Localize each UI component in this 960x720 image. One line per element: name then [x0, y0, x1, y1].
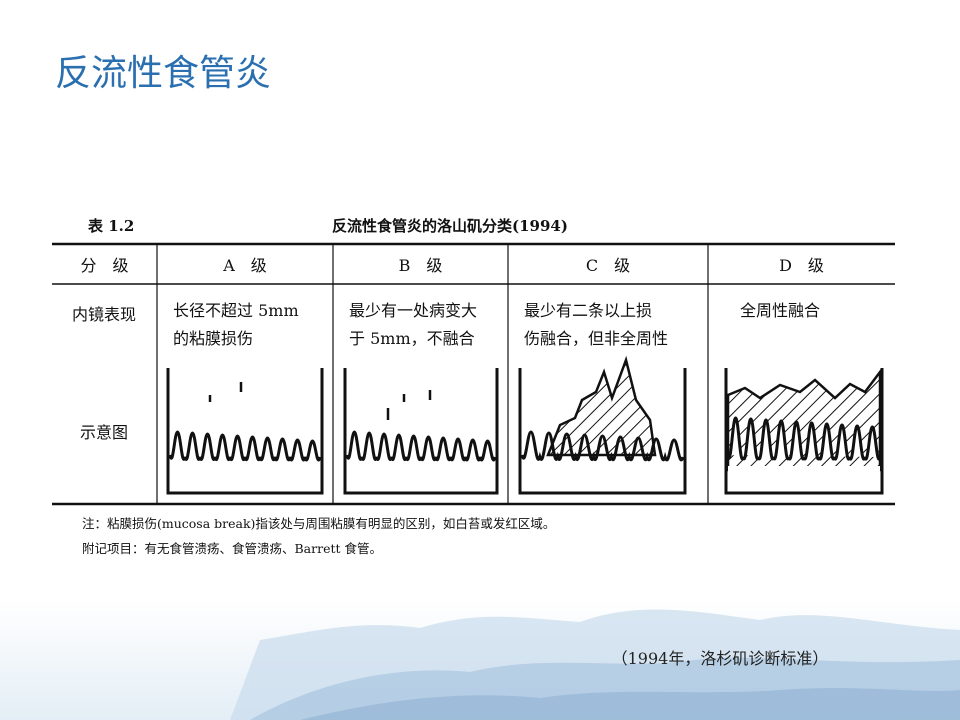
mucosa: [726, 416, 882, 461]
table-label: 表 1.2: [88, 217, 134, 235]
mask: [728, 466, 880, 491]
header-cell: C 级: [586, 256, 630, 275]
schematic: [166, 368, 324, 495]
footer-caption: （1994年，洛杉矶诊断标准）: [612, 649, 829, 668]
note: 附记项目：有无食管溃疡、食管溃疡、Barrett 食管。: [82, 541, 382, 556]
header-cell: B 级: [399, 256, 443, 275]
cell-text: 伤融合，但非全周性: [524, 329, 668, 348]
cell-text: 于 5mm，不融合: [349, 329, 475, 348]
header-cell: D 级: [779, 256, 824, 275]
mountain-background: [0, 600, 960, 720]
container: [518, 368, 687, 495]
table: 表 1.2 反流性食管炎的洛山矶分类(1994): [52, 217, 895, 506]
cell-text: 长径不超过 5mm: [173, 301, 299, 320]
mucosa: [345, 430, 497, 462]
mucosa: [520, 430, 685, 462]
container: [343, 368, 499, 495]
schematic: [343, 368, 499, 495]
header-cell: 分 级: [80, 256, 128, 275]
schematic: [724, 368, 884, 495]
cell-text: 的粘膜损伤: [173, 329, 253, 348]
header-cell: A 级: [222, 256, 267, 275]
note: 注：粘膜损伤(mucosa break)指该处与周围粘膜有明显的区别，如白苔或发…: [82, 516, 555, 531]
column-rules: [156, 244, 709, 504]
mucosa: [168, 430, 322, 462]
container: [166, 368, 324, 495]
row-label: 内镜表现: [72, 305, 136, 324]
table-caption: 反流性食管炎的洛山矶分类(1994): [332, 217, 568, 235]
cell-text: 全周性融合: [740, 301, 820, 320]
cell-text: 最少有二条以上损: [524, 301, 652, 320]
schematic: [518, 355, 687, 495]
container: [724, 368, 884, 495]
slide-title: 反流性食管炎: [55, 53, 271, 94]
row-label: 示意图: [80, 423, 128, 442]
cell-text: 最少有一处病变大: [349, 301, 477, 320]
lesion: [546, 355, 657, 457]
